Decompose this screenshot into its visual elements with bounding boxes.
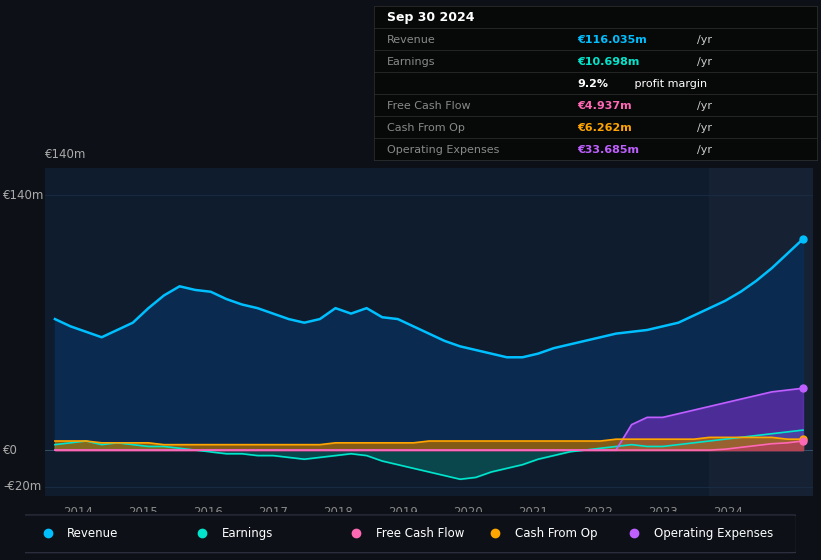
Text: Operating Expenses: Operating Expenses: [654, 527, 773, 540]
Text: Free Cash Flow: Free Cash Flow: [387, 101, 470, 111]
Text: 9.2%: 9.2%: [577, 79, 608, 88]
Text: Cash From Op: Cash From Op: [515, 527, 597, 540]
Text: €140m: €140m: [3, 189, 44, 202]
Text: /yr: /yr: [697, 123, 712, 133]
Text: €0: €0: [3, 444, 18, 456]
Text: /yr: /yr: [697, 57, 712, 67]
Text: /yr: /yr: [697, 144, 712, 155]
Text: €6.262m: €6.262m: [577, 123, 632, 133]
Text: Revenue: Revenue: [67, 527, 118, 540]
Text: €33.685m: €33.685m: [577, 144, 640, 155]
Text: Earnings: Earnings: [222, 527, 273, 540]
Text: Sep 30 2024: Sep 30 2024: [387, 11, 475, 24]
Text: Free Cash Flow: Free Cash Flow: [376, 527, 464, 540]
Text: Cash From Op: Cash From Op: [387, 123, 465, 133]
Bar: [709, 168, 813, 496]
Text: Earnings: Earnings: [387, 57, 435, 67]
Text: €140m: €140m: [45, 148, 86, 161]
Text: /yr: /yr: [697, 101, 712, 111]
Text: €4.937m: €4.937m: [577, 101, 632, 111]
Text: /yr: /yr: [697, 35, 712, 45]
Text: €116.035m: €116.035m: [577, 35, 647, 45]
FancyBboxPatch shape: [17, 515, 796, 553]
Text: Revenue: Revenue: [387, 35, 436, 45]
Text: -€20m: -€20m: [3, 480, 41, 493]
Text: profit margin: profit margin: [631, 79, 707, 88]
Text: Operating Expenses: Operating Expenses: [387, 144, 499, 155]
Text: €10.698m: €10.698m: [577, 57, 640, 67]
